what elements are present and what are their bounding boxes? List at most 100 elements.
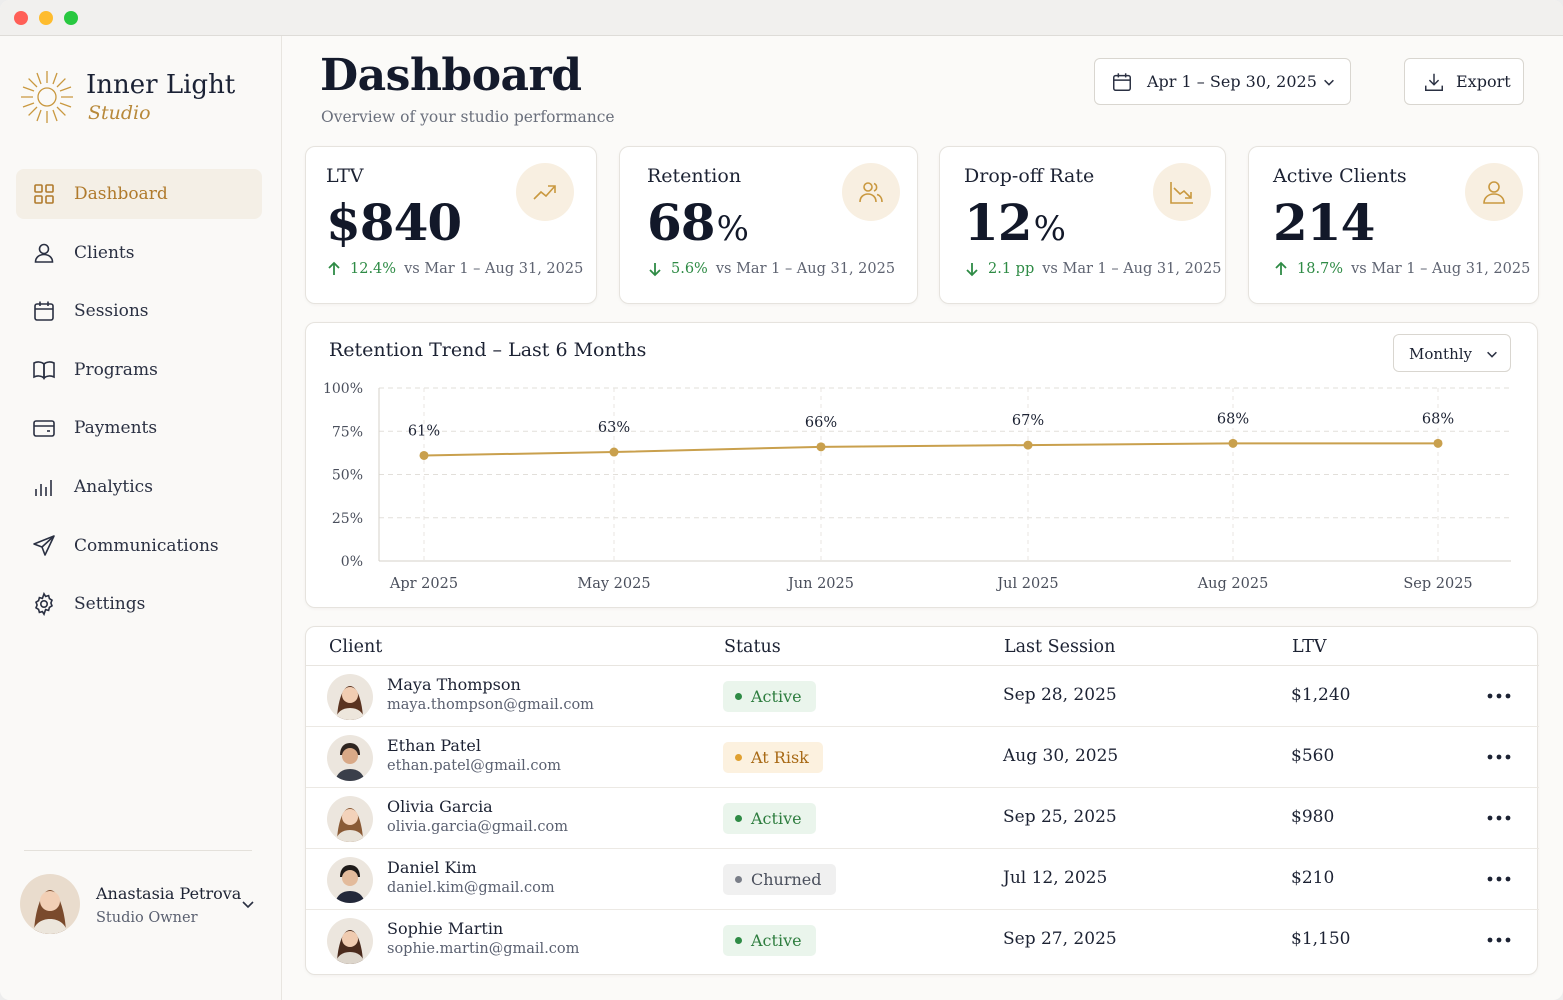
y-tick-label: 25% [332, 511, 363, 527]
minimize-window-button[interactable] [39, 11, 53, 25]
column-header-ltv[interactable]: LTV [1292, 637, 1327, 657]
x-tick-label: Apr 2025 [389, 576, 458, 592]
sidebar-item-label: Analytics [74, 476, 153, 497]
brand-name: Inner Light [86, 70, 236, 100]
title-bar [0, 0, 1563, 36]
kpi-delta-value: 2.1 pp [988, 261, 1035, 277]
table-row[interactable]: Maya Thompson maya.thompson@gmail.com Acti… [306, 666, 1539, 727]
page-title: Dashboard [320, 50, 582, 101]
kpi-value-number: $840 [326, 193, 462, 252]
sidebar-item-sessions[interactable]: Sessions [16, 286, 262, 336]
more-options-icon[interactable] [1486, 867, 1512, 891]
data-label: 68% [1422, 411, 1454, 427]
x-tick-label: May 2025 [577, 576, 650, 592]
data-label: 67% [1012, 413, 1044, 429]
kpi-value-unit: % [1033, 209, 1066, 249]
data-label: 63% [598, 420, 630, 436]
status-label: Active [751, 687, 802, 706]
status-label: Active [751, 931, 802, 950]
sidebar-item-label: Programs [74, 359, 158, 380]
client-email: olivia.garcia@gmail.com [387, 819, 569, 835]
avatar [327, 735, 373, 781]
sidebar-item-dashboard[interactable]: Dashboard [16, 169, 262, 219]
send-icon [33, 534, 55, 556]
kpi-value: 214 [1273, 193, 1376, 252]
last-session-date: Jul 12, 2025 [1003, 868, 1108, 888]
sidebar-nav: Dashboard Clients Sessions Programs Paym… [16, 169, 262, 638]
sidebar-item-programs[interactable]: Programs [16, 345, 262, 395]
table-row[interactable]: Daniel Kim daniel.kim@gmail.com Churned Jul… [306, 849, 1539, 910]
export-label: Export [1456, 72, 1511, 91]
date-range-label: Apr 1 – Sep 30, 2025 [1147, 72, 1317, 91]
client-ltv: $560 [1291, 746, 1335, 766]
maximize-window-button[interactable] [64, 11, 78, 25]
x-tick-label: Aug 2025 [1197, 576, 1269, 592]
client-name[interactable]: Maya Thompson [387, 675, 521, 694]
data-point [816, 442, 826, 452]
sidebar: Inner Light Studio Dashboard Clients Ses… [0, 36, 282, 1000]
kpi-icon-badge [842, 163, 900, 221]
row-divider [306, 787, 1539, 788]
column-header-status[interactable]: Status [724, 637, 781, 657]
granularity-select[interactable]: Monthly [1393, 334, 1511, 372]
client-name[interactable]: Ethan Patel [387, 736, 481, 755]
kpi-icon-badge [516, 163, 574, 221]
status-dot [735, 937, 742, 944]
kpi-icon-badge [1153, 163, 1211, 221]
more-options-icon[interactable] [1486, 684, 1512, 708]
table-header-divider [306, 665, 1539, 666]
last-session-date: Aug 30, 2025 [1003, 746, 1119, 766]
sidebar-item-clients[interactable]: Clients [16, 228, 262, 278]
sidebar-item-communications[interactable]: Communications [16, 521, 262, 571]
column-header-last-session[interactable]: Last Session [1004, 637, 1116, 657]
data-point [1023, 440, 1033, 450]
client-name[interactable]: Olivia Garcia [387, 797, 493, 816]
table-row[interactable]: Sophie Martin sophie.martin@gmail.com Acti… [306, 910, 1539, 971]
kpi-delta-value: 18.7% [1297, 261, 1344, 277]
client-email: maya.thompson@gmail.com [387, 697, 594, 713]
column-header-client[interactable]: Client [329, 637, 383, 657]
status-label: Active [751, 809, 802, 828]
avatar [327, 674, 373, 720]
data-label: 61% [408, 423, 440, 439]
last-session-date: Sep 28, 2025 [1003, 685, 1117, 705]
page-subtitle: Overview of your studio performance [321, 108, 615, 126]
table-row[interactable]: Olivia Garcia olivia.garcia@gmail.com Acti… [306, 788, 1539, 849]
more-options-icon[interactable] [1486, 928, 1512, 952]
user-profile-menu[interactable]: Anastasia Petrova Studio Owner [20, 874, 265, 938]
kpi-value: $840 [326, 193, 463, 252]
kpi-card-ltv: LTV $840 12.4% vs Mar 1 – Aug 31, 2025 [305, 146, 597, 304]
kpi-value-number: 68 [647, 193, 716, 252]
kpi-card-drop-off: Drop-off Rate 12% 2.1 pp vs Mar 1 – Aug … [939, 146, 1226, 304]
avatar [20, 874, 80, 934]
grid-icon [34, 184, 54, 204]
close-window-button[interactable] [14, 11, 28, 25]
kpi-compare-period: vs Mar 1 – Aug 31, 2025 [1351, 261, 1531, 277]
sidebar-item-analytics[interactable]: Analytics [16, 462, 262, 512]
calendar-icon [1113, 73, 1131, 91]
more-options-icon[interactable] [1486, 745, 1512, 769]
client-name[interactable]: Sophie Martin [387, 919, 504, 938]
granularity-label: Monthly [1409, 345, 1473, 363]
sidebar-item-settings[interactable]: Settings [16, 579, 262, 629]
sidebar-item-label: Communications [74, 535, 219, 556]
sidebar-divider [24, 850, 252, 851]
retention-line-chart: 0% 25% 50% 75% 100% Apr 2025 May 2025 Jun 2025 J… [323, 381, 1511, 592]
kpi-icon-badge [1465, 163, 1523, 221]
kpi-delta-value: 12.4% [350, 261, 397, 277]
more-options-icon[interactable] [1486, 806, 1512, 830]
kpi-delta: 5.6% vs Mar 1 – Aug 31, 2025 [647, 261, 895, 277]
kpi-delta: 2.1 pp vs Mar 1 – Aug 31, 2025 [964, 261, 1221, 277]
kpi-label: Retention [647, 165, 742, 187]
table-row[interactable]: Ethan Patel ethan.patel@gmail.com At Risk A… [306, 727, 1539, 788]
user-icon [1483, 181, 1505, 204]
user-role: Studio Owner [96, 910, 198, 926]
sidebar-item-payments[interactable]: Payments [16, 403, 262, 453]
export-button[interactable]: Export [1404, 58, 1524, 105]
date-range-picker[interactable]: Apr 1 – Sep 30, 2025 [1094, 58, 1351, 105]
kpi-label: Active Clients [1273, 165, 1407, 187]
client-name[interactable]: Daniel Kim [387, 858, 477, 877]
status-badge: Active [723, 681, 816, 712]
brand-logo[interactable]: Inner Light Studio [20, 68, 260, 138]
